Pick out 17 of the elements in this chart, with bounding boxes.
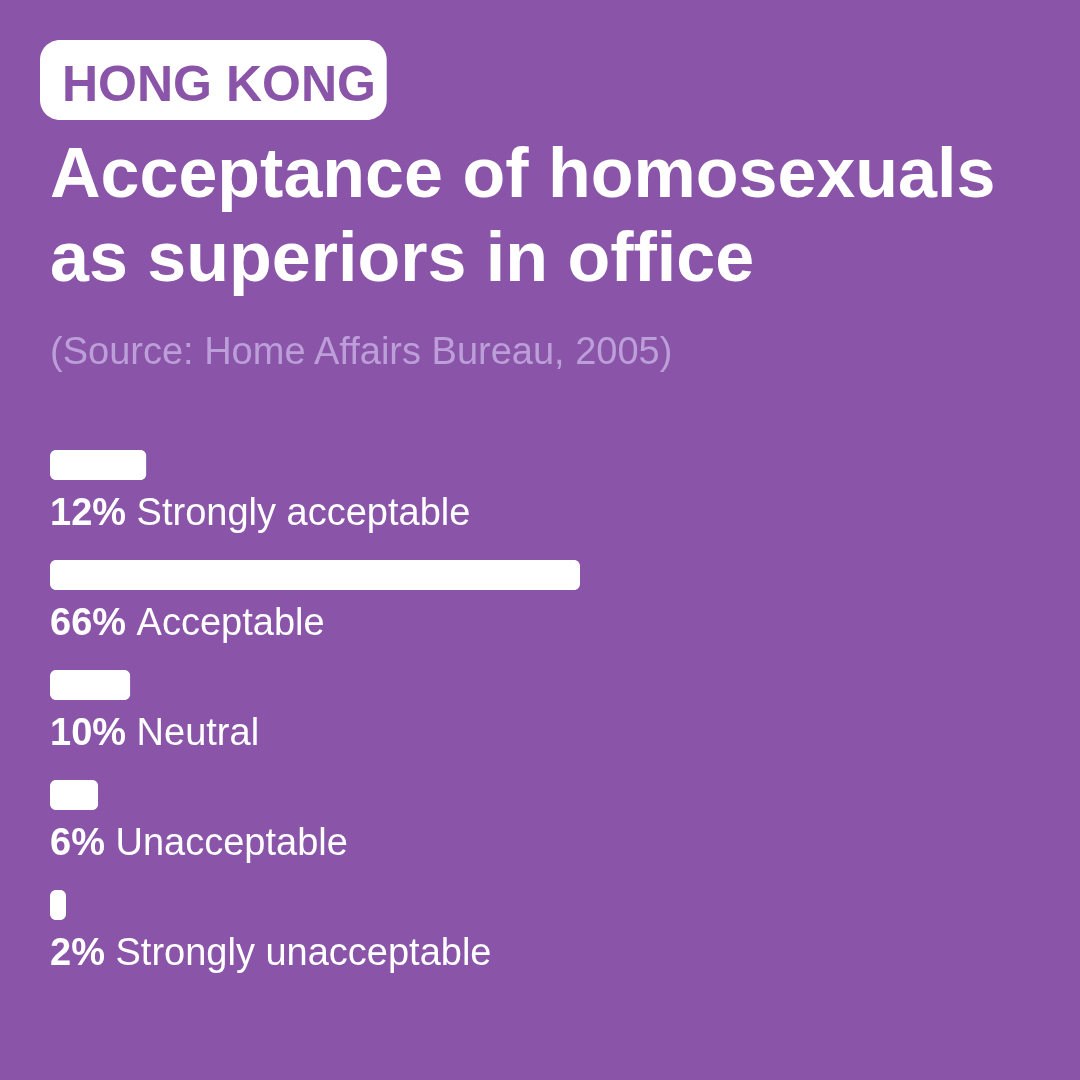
data-label: 12%	[50, 491, 127, 533]
y-tick-label: Strongly acceptable	[136, 491, 471, 533]
data-label: 66%	[50, 601, 127, 643]
chart-title: Acceptance of homosexuals as superiors in office	[50, 134, 996, 296]
text: (Source: Home Affairs Bureau, 2005)	[50, 330, 673, 372]
y-tick-label: Neutral	[136, 711, 260, 753]
data-label: 10%	[50, 711, 127, 753]
bar	[50, 560, 580, 590]
y-tick-label: Strongly unacceptable	[115, 931, 492, 973]
data-label: 2%	[50, 931, 105, 973]
bar	[50, 780, 99, 810]
bar	[50, 450, 147, 480]
text: HONG KONG	[62, 56, 376, 112]
y-tick-label: Unacceptable	[115, 821, 348, 863]
y-tick-label: Acceptable	[136, 601, 325, 643]
bar	[50, 670, 131, 700]
data-label: 6%	[50, 821, 105, 863]
